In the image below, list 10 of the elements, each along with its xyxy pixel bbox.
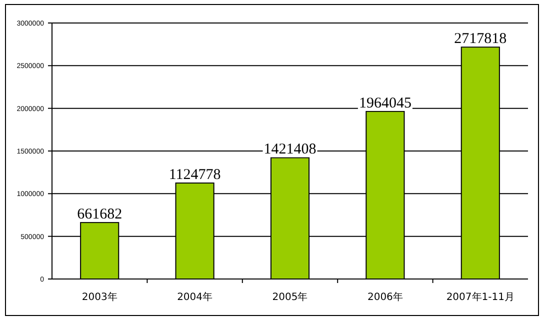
data-label: 1964045 [358, 95, 412, 112]
data-label: 2717818 [454, 31, 507, 48]
x-tick-label: 2007年1-11月 [446, 291, 514, 303]
data-label: 1421408 [264, 142, 316, 158]
data-label: 661682 [77, 206, 122, 223]
data-label: 1124778 [168, 167, 221, 184]
x-tick-label: 2005年 [272, 291, 308, 303]
x-tick-label: 2003年 [82, 291, 118, 303]
x-tick-label: 2006年 [367, 291, 403, 303]
x-tick-label: 2004年 [177, 291, 213, 303]
